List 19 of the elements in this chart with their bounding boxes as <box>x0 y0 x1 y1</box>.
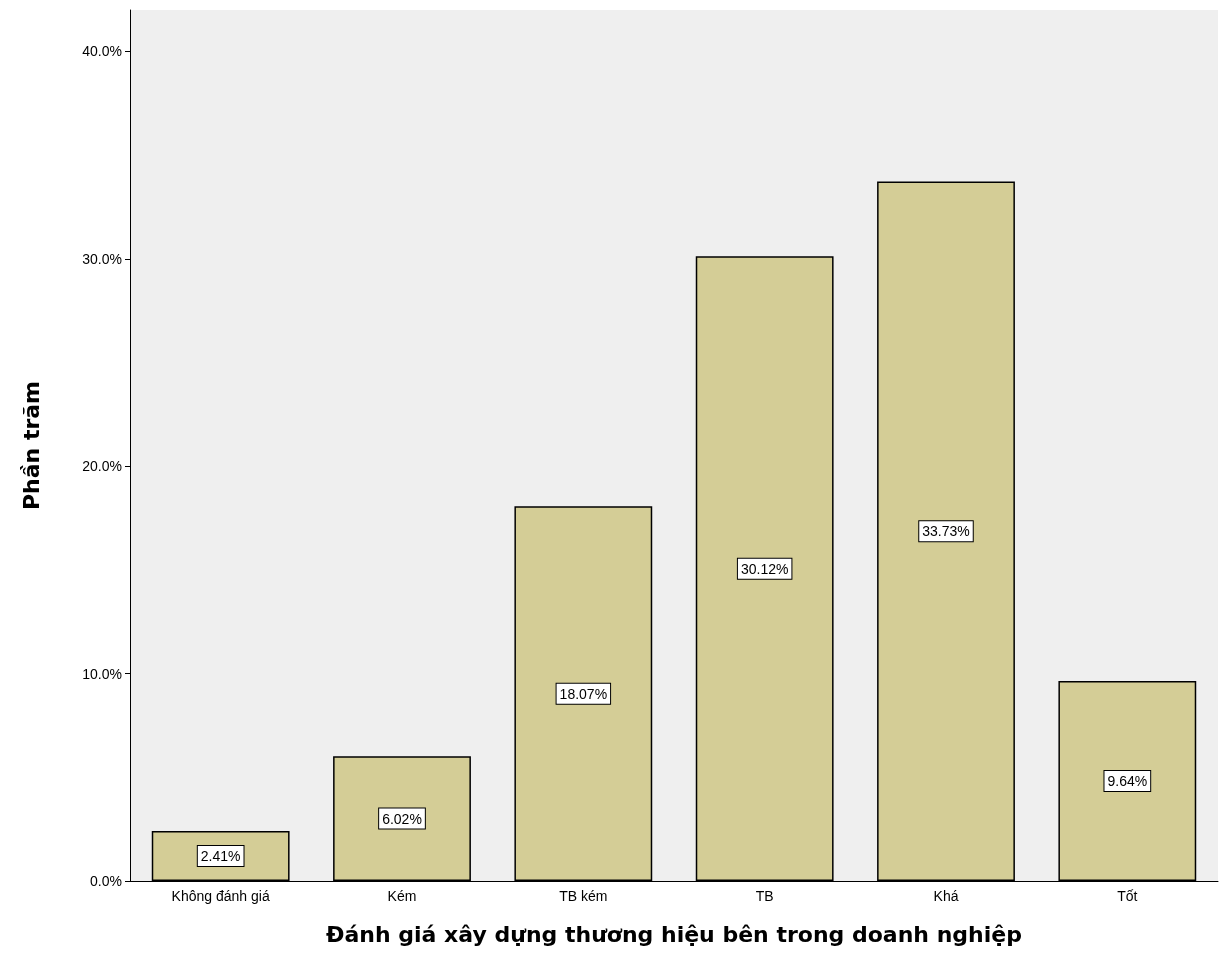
y-tick-label: 40.0% <box>82 43 122 60</box>
y-tick-label: 20.0% <box>82 458 122 475</box>
x-tick-label: Tốt <box>1117 888 1138 904</box>
y-axis-title: Phần trăm <box>18 380 44 511</box>
data-label: 18.07% <box>559 685 608 702</box>
data-label: 33.73% <box>922 523 970 540</box>
x-tick-label: Khá <box>933 888 959 904</box>
y-tick-label: 30.0% <box>82 250 122 267</box>
x-tick-label: TB <box>755 888 774 904</box>
y-tick-label: 10.0% <box>82 665 122 682</box>
data-label: 9.64% <box>1107 773 1148 790</box>
x-tick-label: Không đánh giá <box>171 888 270 904</box>
y-tick-label: 0.0% <box>90 873 122 889</box>
x-tick-label: TB kém <box>559 888 608 904</box>
data-label: 2.41% <box>200 848 241 865</box>
data-label: 6.02% <box>382 810 422 827</box>
x-tick-label: Kém <box>387 888 417 904</box>
x-axis-title: Đánh giá xây dựng thương hiệu bên trong doanh nghiệp <box>326 921 1022 947</box>
data-label: 30.12% <box>740 560 789 577</box>
